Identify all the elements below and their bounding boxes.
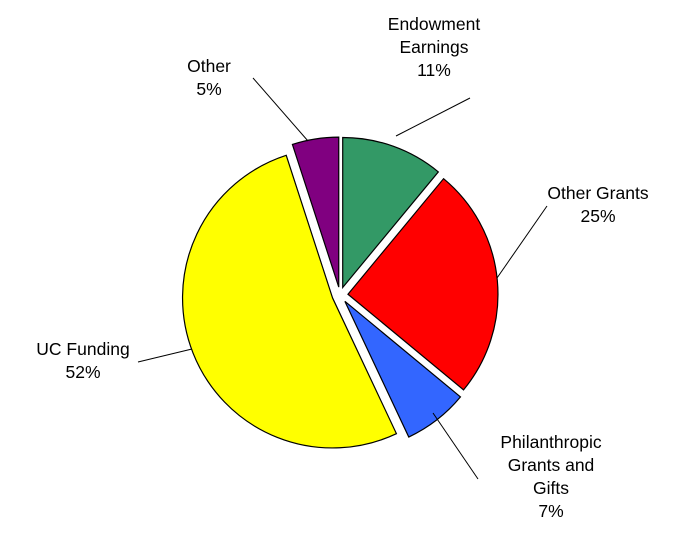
slice-label-line: Gifts [533,478,569,498]
slice-label-line: Other [187,56,231,76]
pie-slice-other-grants [347,177,499,391]
label-leader-lines [137,77,548,480]
slice-label-line: UC Funding [36,339,129,359]
slice-percent: 25% [580,206,615,226]
pie-slice-endowment-earnings [342,136,440,290]
slice-labels: Endowment Earnings 11% Other Grants 25% Phila… [36,14,649,521]
slice-label-endowment-earnings: Endowment Earnings 11% [388,14,481,80]
leader-line-endowment-earnings [395,97,471,137]
slice-label-line: Earnings [399,37,468,57]
slice-label-line: Philanthropic [500,432,601,452]
pie-slices [181,136,499,449]
pie-slice-philanthropic-grants-and-gifts [344,300,462,438]
slice-label-other-grants: Other Grants 25% [547,183,648,226]
leader-line-other-grants [496,205,548,279]
slice-label-uc-funding: UC Funding 52% [36,339,129,382]
slice-label-line: Other Grants [547,183,648,203]
pie-slice-other [291,136,340,288]
slice-label-line: Grants and [508,455,595,475]
slice-percent: 11% [417,60,451,80]
slice-label-philanthropic-grants-and-gifts: Philanthropic Grants and Gifts 7% [500,432,601,521]
leader-line-philanthropic-grants-and-gifts [432,412,479,480]
slice-label-line: Endowment [388,14,481,34]
slice-label-other: Other 5% [187,56,231,99]
slice-percent: 52% [65,362,100,382]
slice-percent: 5% [196,79,221,99]
slice-percent: 7% [538,501,563,521]
leader-line-uc-funding [137,348,193,363]
leader-line-other [252,77,309,142]
pie-slice-uc-funding [181,154,398,449]
